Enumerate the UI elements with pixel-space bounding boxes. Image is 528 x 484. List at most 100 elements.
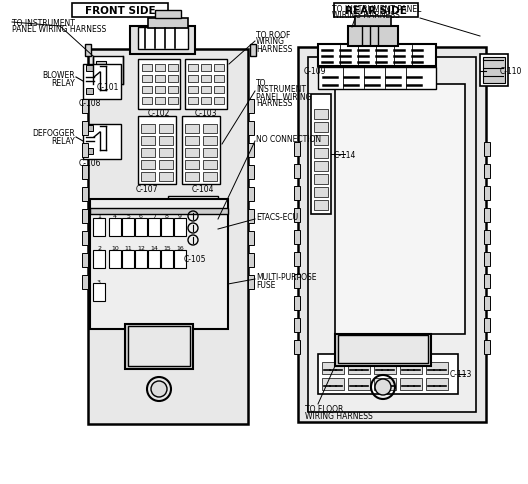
Text: 16: 16 [176,246,184,251]
Bar [203,161,217,170]
Bar [426,378,448,390]
Bar [130,27,195,55]
Bar [148,219,160,237]
Text: C-114: C-114 [334,150,356,159]
Bar [159,173,173,182]
Bar [141,173,155,182]
Text: C-107: C-107 [136,184,158,193]
Bar [185,173,199,182]
Bar [348,27,398,47]
Bar [168,65,178,72]
Bar [308,58,476,412]
Bar [426,362,448,374]
Bar [484,230,490,244]
Bar [203,125,217,134]
Bar [148,19,188,29]
Text: 1: 1 [97,214,101,219]
Bar [318,354,458,394]
Text: 3: 3 [97,279,101,284]
Bar [82,210,88,224]
Bar [298,48,486,422]
Text: WIRING HARNESS: WIRING HARNESS [332,12,400,20]
Bar [125,324,193,369]
Bar [294,165,300,179]
Circle shape [151,381,167,397]
Bar [314,136,328,146]
Bar [248,210,254,224]
Bar [188,76,198,83]
Text: 12: 12 [137,246,145,251]
Bar [142,65,152,72]
Bar [484,209,490,223]
Bar [484,340,490,354]
Bar [203,173,217,182]
Bar [155,98,165,105]
Bar [83,65,121,100]
Bar [335,85,465,334]
Bar [155,87,165,94]
Bar [294,253,300,267]
Text: WIRING: WIRING [256,37,285,46]
Bar [85,45,91,57]
Bar [142,87,152,94]
Text: DEFOGGER: DEFOGGER [32,129,75,138]
Bar [480,55,508,87]
Text: 7: 7 [152,214,156,219]
Bar [335,334,431,366]
Bar [109,219,121,237]
Bar [141,125,155,134]
Bar [314,162,328,172]
Bar [185,161,199,170]
Bar [188,87,198,94]
Bar [322,362,344,374]
Bar [248,254,254,268]
Bar [400,362,422,374]
Bar [86,66,93,72]
Text: TO FLOOR: TO FLOOR [305,405,343,414]
Bar [96,74,106,82]
Text: C-110: C-110 [500,67,522,76]
Bar [135,251,147,269]
Text: C-103: C-103 [195,109,217,118]
Bar [374,362,396,374]
Bar [93,251,105,269]
Bar [93,57,123,85]
Bar [82,166,88,180]
Text: 2: 2 [97,246,101,251]
Bar [185,125,199,134]
Text: C-101: C-101 [97,83,119,92]
Bar [138,117,176,184]
Bar [188,98,198,105]
Bar [355,17,391,27]
Bar [182,117,220,184]
Bar [248,144,254,158]
Bar [72,4,168,18]
Bar [322,378,344,390]
Bar [159,149,173,158]
Text: C-108: C-108 [79,99,101,108]
Bar [128,326,190,366]
Bar [314,149,328,159]
Text: 9: 9 [178,214,182,219]
Bar [248,275,254,289]
Bar [141,136,155,146]
Bar [159,136,173,146]
Bar [82,122,88,136]
Bar [338,335,428,363]
Text: WIRING HARNESS: WIRING HARNESS [305,412,373,421]
Bar [93,219,105,237]
Bar [122,219,134,237]
Bar [201,76,211,83]
Text: TO INSTRUMENT PANEL: TO INSTRUMENT PANEL [332,4,421,14]
Bar [294,340,300,354]
Text: TO INSTRUMENT: TO INSTRUMENT [12,18,75,28]
Bar [83,125,121,160]
Bar [161,251,173,269]
Text: 14: 14 [150,246,158,251]
Text: C-106: C-106 [79,159,101,168]
Bar [294,143,300,157]
Bar [483,58,505,84]
Text: 5: 5 [126,214,130,219]
Bar [203,149,217,158]
Bar [400,378,422,390]
